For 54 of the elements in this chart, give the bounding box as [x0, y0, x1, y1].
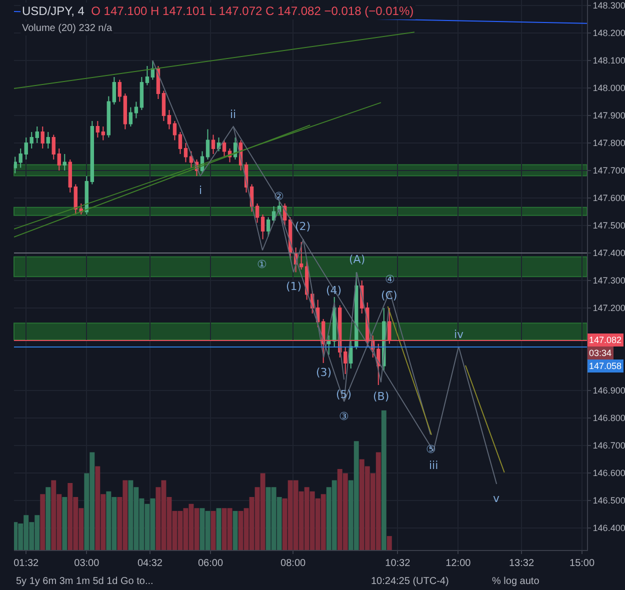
annotation: (4)	[326, 284, 342, 297]
chart-title: USD/JPY, 4	[22, 4, 84, 18]
annotation: (3)	[316, 366, 332, 379]
annotation: v	[493, 492, 500, 505]
chart-title: Volume (20) 232 n/a	[22, 23, 112, 34]
annotation: (5)	[336, 388, 352, 401]
y-tick-label: 148.300	[592, 0, 625, 11]
ref-line-label: 147.058	[589, 361, 622, 371]
annotation: (1)	[286, 280, 302, 293]
annotation: iv	[454, 328, 464, 341]
x-tick-label: 08:00	[280, 558, 306, 569]
y-tick-label: 147.900	[592, 110, 625, 121]
y-tick-label: 146.400	[592, 523, 625, 534]
annotation: ①	[257, 258, 267, 271]
y-tick-label: 147.700	[592, 166, 625, 176]
annotation: iii	[429, 459, 438, 472]
y-tick-label: 147.200	[592, 303, 625, 314]
annotation: (B)	[373, 390, 390, 403]
y-tick-label: 147.800	[592, 138, 625, 148]
y-tick-label: 148.000	[592, 83, 625, 94]
text: 5y 1y 6m 3m 1m 5d 1d Go to...	[16, 576, 154, 587]
x-tick-label: 03:00	[74, 558, 100, 569]
x-tick-label: 15:00	[570, 558, 595, 569]
annotation: ④	[385, 273, 395, 286]
y-tick-label: 146.900	[592, 386, 625, 396]
annotation: (2)	[295, 220, 311, 233]
y-tick-label: 146.800	[592, 413, 625, 424]
y-tick-label: 146.500	[592, 496, 625, 506]
chart-subtitle: O 147.100 H 147.101 L 147.072 C 147.082 −0.018 (−0.01%)	[91, 4, 414, 18]
ref-line-label: 147.082	[589, 335, 622, 345]
annotation: ②	[274, 190, 284, 203]
x-tick-label: 10:32	[385, 558, 411, 569]
text: 03:34	[589, 348, 612, 358]
x-tick-label: 12:00	[446, 558, 472, 569]
y-tick-label: 146.600	[592, 468, 625, 478]
annotation: (A)	[349, 253, 366, 266]
text: 10:24:25 (UTC-4)	[371, 576, 449, 587]
y-tick-label: 147.300	[592, 276, 625, 286]
x-tick-label: 06:00	[198, 558, 224, 569]
y-tick-label: 147.400	[592, 248, 625, 258]
y-tick-label: 147.500	[592, 220, 625, 231]
y-tick-label: 148.200	[592, 28, 625, 38]
annotation: (C)	[381, 289, 398, 302]
x-tick-label: 13:32	[508, 558, 534, 569]
text: % log auto	[492, 576, 540, 587]
y-tick-label: 147.600	[592, 193, 625, 204]
annotation: ⑤	[426, 443, 436, 456]
annotation: ③	[339, 410, 349, 423]
annotation: i	[199, 184, 202, 197]
annotation: ii	[230, 108, 236, 121]
x-tick-label: 04:32	[137, 558, 163, 569]
y-tick-label: 146.700	[592, 440, 625, 451]
y-tick-label: 148.100	[592, 56, 625, 66]
x-tick-label: 01:32	[14, 558, 40, 569]
